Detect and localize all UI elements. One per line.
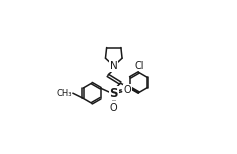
- Text: S: S: [109, 87, 118, 100]
- Text: O: O: [124, 85, 132, 95]
- Text: N: N: [110, 61, 118, 71]
- Text: CH₃: CH₃: [57, 89, 72, 98]
- Text: Cl: Cl: [135, 61, 144, 71]
- Text: O: O: [110, 103, 118, 113]
